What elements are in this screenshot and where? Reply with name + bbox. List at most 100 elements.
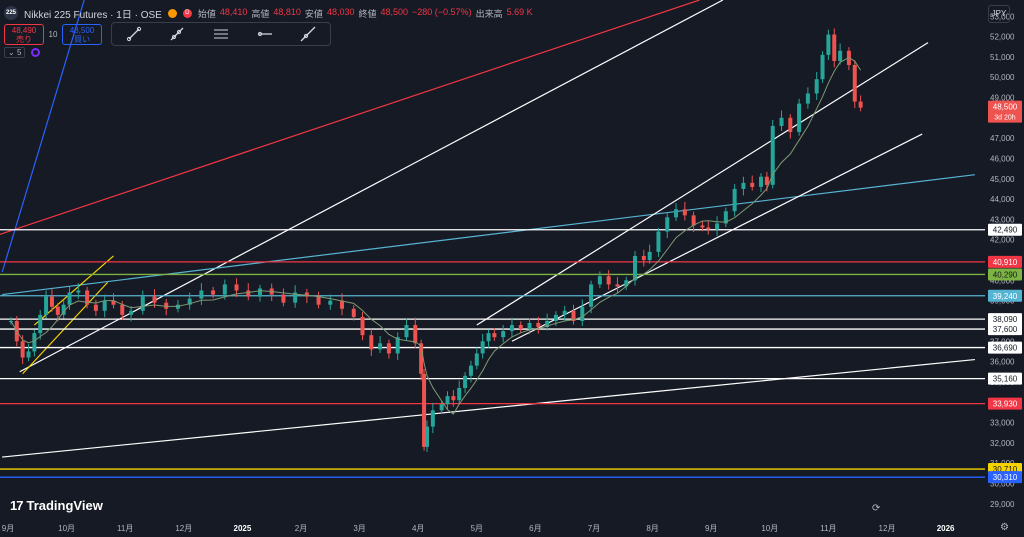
- candle-body: [152, 296, 157, 303]
- candle-body: [164, 302, 169, 309]
- candle-body: [468, 365, 473, 376]
- candle-body: [422, 373, 427, 447]
- x-axis-tick-label: 3月: [353, 524, 365, 533]
- level-price-label: 39,240: [993, 292, 1018, 301]
- candle-body: [463, 375, 468, 388]
- chart-header: 225 Nikkei 225 Futures · 1日 · OSE D 始値 48…: [4, 4, 533, 22]
- candle-body: [509, 325, 514, 332]
- candle-body: [140, 296, 145, 311]
- sell-price: 48,490: [11, 26, 37, 35]
- level-price-tag: [988, 313, 1022, 326]
- horizontal-ray-icon[interactable]: [257, 26, 273, 42]
- trend-line-red[interactable]: [0, 0, 700, 236]
- trend-line-blue[interactable]: [1, 0, 85, 273]
- indicator-count[interactable]: ⌄ 5: [4, 47, 26, 58]
- candle-body: [486, 333, 491, 342]
- candle-body: [120, 304, 125, 315]
- candle-body: [424, 426, 429, 447]
- x-axis-tick-label: 5月: [471, 524, 483, 533]
- x-axis-tick-label: 8月: [646, 524, 658, 533]
- volume-value: 5.69 K: [506, 6, 533, 17]
- x-axis-tick-label: 10月: [761, 524, 778, 533]
- x-axis-tick-label: 6月: [529, 524, 541, 533]
- x-axis-tick-label: 9月: [705, 524, 717, 533]
- trend-line-icon[interactable]: [126, 26, 142, 42]
- buy-price: 48,500: [69, 26, 95, 35]
- x-axis-tick-label: 12月: [175, 524, 192, 533]
- last-price-label: 48,500: [993, 103, 1018, 112]
- candle-body: [386, 343, 391, 354]
- candle-body: [492, 333, 497, 338]
- sell-button[interactable]: 48,490 売り: [4, 24, 44, 45]
- trend-line-cyan[interactable]: [2, 174, 975, 296]
- extended-line-icon[interactable]: [300, 26, 316, 42]
- candle-body: [199, 290, 204, 299]
- candle-body: [805, 93, 810, 104]
- y-axis-tick-label: 50,000: [990, 73, 1015, 82]
- candle-body: [61, 304, 66, 315]
- y-axis-tick-label: 44,000: [990, 195, 1015, 204]
- indicator-toggle-icon[interactable]: [31, 48, 41, 57]
- candle-body: [38, 314, 43, 334]
- candle-body: [656, 231, 661, 252]
- candle-body: [211, 290, 216, 295]
- candle-body: [55, 306, 60, 315]
- y-axis-tick-label: 43,000: [990, 215, 1015, 224]
- candle-body: [246, 290, 251, 297]
- go-to-realtime-icon[interactable]: ⟳: [872, 503, 881, 514]
- x-axis-tick-label: 2025: [234, 524, 252, 533]
- candle-body: [858, 101, 863, 108]
- candle-body: [838, 50, 843, 61]
- candle-body: [606, 276, 611, 285]
- close-key: 終値: [358, 8, 377, 19]
- tradingview-wordmark: TradingView: [26, 498, 103, 513]
- parallel-channel-icon[interactable]: [213, 26, 229, 42]
- trend-line-white[interactable]: [19, 0, 724, 373]
- candle-body: [615, 284, 620, 287]
- level-price-tag: [988, 471, 1022, 484]
- candle-body: [413, 325, 418, 344]
- candle-body: [820, 54, 825, 80]
- low-key: 安値: [304, 8, 323, 19]
- y-axis-tick-label: 40,000: [990, 276, 1015, 285]
- trend-line-yellow[interactable]: [22, 281, 109, 375]
- candle-body: [234, 284, 239, 291]
- high-key: 高値: [251, 8, 270, 19]
- symbol-title[interactable]: Nikkei 225 Futures · 1日 · OSE: [24, 9, 162, 21]
- candle-body: [457, 387, 462, 401]
- y-axis-tick-label: 47,000: [990, 134, 1015, 143]
- indicator-collapse-icon: ⌄: [8, 48, 15, 57]
- candle-body: [480, 341, 485, 354]
- candle-body: [49, 296, 54, 307]
- close-value: 48,500: [380, 6, 409, 17]
- buy-button[interactable]: 48,500 買い: [62, 24, 102, 45]
- candle-body: [102, 300, 107, 311]
- candle-body: [129, 310, 134, 315]
- moving-average-line: [10, 57, 862, 415]
- delayed-data-letter: D: [185, 9, 190, 16]
- currency-button[interactable]: JPY: [988, 5, 1010, 23]
- candle-body: [445, 396, 450, 405]
- candle-body: [700, 225, 705, 228]
- candle-body: [826, 34, 831, 55]
- ray-icon[interactable]: [169, 26, 185, 42]
- candle-body: [369, 335, 374, 350]
- change-value: −280 (−0.57%): [412, 6, 472, 17]
- chart-settings-gear-icon[interactable]: ⚙: [1000, 522, 1009, 533]
- y-axis-tick-label: 33,000: [990, 419, 1015, 428]
- level-price-tag: [988, 397, 1022, 410]
- candle-body: [328, 300, 333, 305]
- tradingview-logo[interactable]: 17 TradingView: [10, 498, 103, 513]
- quantity-value[interactable]: 10: [48, 30, 58, 39]
- candle-body: [832, 34, 837, 61]
- trend-line-white[interactable]: [2, 358, 975, 458]
- y-axis-tick-label: 29,000: [990, 500, 1015, 509]
- drawing-toolbar: [111, 22, 331, 46]
- level-price-label: 30,710: [993, 465, 1018, 474]
- level-price-tag: [988, 289, 1022, 302]
- level-price-label: 38,090: [993, 315, 1018, 324]
- trend-line-white[interactable]: [476, 42, 929, 326]
- open-value: 48,410: [219, 6, 248, 17]
- candle-body: [404, 325, 409, 338]
